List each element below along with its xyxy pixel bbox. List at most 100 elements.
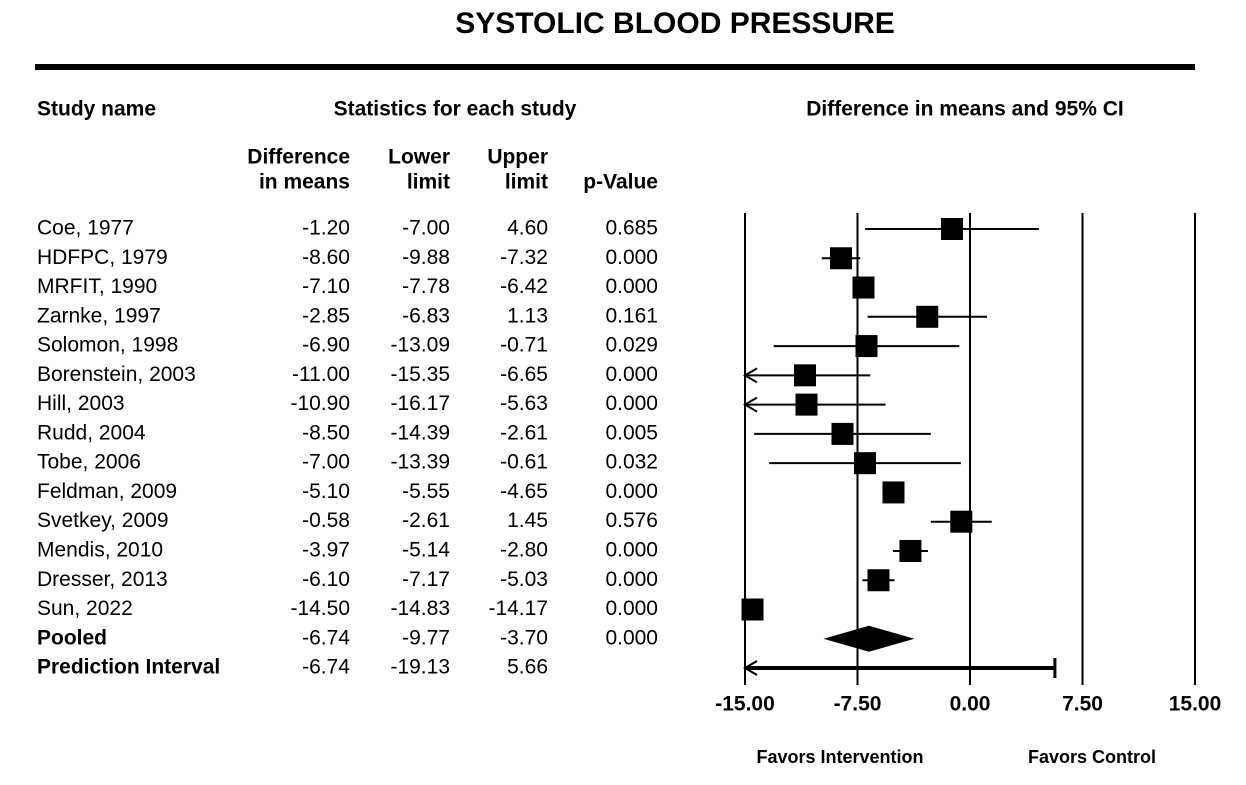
study-name: Svetkey, 2009	[37, 509, 169, 532]
study-name: Sun, 2022	[37, 597, 133, 620]
study-name: Hill, 2003	[37, 392, 125, 415]
study-name: Tobe, 2006	[37, 451, 141, 474]
column-header: in means	[259, 171, 350, 194]
table-cell: 1.45	[507, 509, 548, 532]
table-cell: -3.97	[302, 539, 350, 562]
table-cell: 0.000	[605, 626, 658, 649]
column-header: Lower	[388, 146, 450, 169]
effect-square	[950, 510, 973, 533]
table-cell: -14.50	[290, 597, 350, 620]
table-cell: -6.83	[402, 304, 450, 327]
table-cell: 0.000	[605, 246, 658, 269]
effect-square	[941, 218, 963, 240]
table-cell: -2.85	[302, 304, 350, 327]
table-cell: -7.17	[402, 568, 450, 591]
table-cell: -15.35	[390, 363, 450, 386]
table-cell: 1.13	[507, 304, 548, 327]
study-name: Coe, 1977	[37, 217, 134, 240]
column-header: limit	[505, 171, 548, 194]
effect-square	[854, 452, 876, 475]
effect-square	[830, 247, 852, 270]
table-cell: -1.20	[302, 217, 350, 240]
table-cell: -11.00	[292, 363, 350, 386]
table-cell: -4.65	[500, 480, 548, 503]
table-cell: -7.32	[500, 246, 548, 269]
table-cell: -5.10	[302, 480, 350, 503]
column-header: Difference	[247, 146, 350, 169]
x-tick-label: -15.00	[715, 693, 775, 716]
table-cell: -19.13	[390, 656, 450, 679]
column-header: Upper	[487, 146, 548, 169]
effect-square	[852, 276, 875, 299]
table-cell: 0.000	[605, 480, 658, 503]
header-rule	[35, 64, 1195, 70]
study-name: Borenstein, 2003	[37, 363, 196, 386]
effect-square	[855, 335, 878, 358]
table-cell: 0.005	[605, 421, 658, 444]
table-cell: 4.60	[507, 217, 548, 240]
table-cell: -14.83	[390, 597, 450, 620]
table-cell: -2.61	[500, 421, 548, 444]
column-header: p-Value	[583, 171, 658, 194]
study-name: Rudd, 2004	[37, 421, 146, 444]
table-cell: 0.576	[605, 509, 658, 532]
table-cell: -6.74	[302, 626, 350, 649]
x-axis-label: Favors Intervention	[756, 747, 923, 767]
table-cell: -6.10	[302, 568, 350, 591]
table-cell: -0.71	[500, 334, 548, 357]
x-tick-label: -7.50	[834, 693, 882, 716]
effect-square	[794, 364, 816, 387]
x-tick-label: 15.00	[1169, 693, 1222, 716]
arrow-head	[743, 367, 758, 384]
table-cell: -9.77	[402, 626, 450, 649]
effect-square	[899, 539, 922, 562]
chart-title: SYSTOLIC BLOOD PRESSURE	[455, 7, 895, 40]
table-cell: -0.58	[302, 509, 350, 532]
table-cell: 0.161	[605, 304, 658, 327]
study-name: MRFIT, 1990	[37, 275, 157, 298]
table-cell: -14.39	[390, 421, 450, 444]
table-cell: -2.61	[402, 509, 450, 532]
table-cell: 5.66	[507, 656, 548, 679]
table-cell: -5.14	[402, 539, 450, 562]
table-cell: -5.55	[402, 480, 450, 503]
table-cell: 0.000	[605, 392, 658, 415]
table-cell: 0.000	[605, 539, 658, 562]
x-tick-label: 7.50	[1062, 693, 1103, 716]
table-cell: -10.90	[290, 392, 350, 415]
table-cell: -7.00	[402, 217, 450, 240]
effect-square	[916, 305, 939, 328]
column-header: limit	[407, 171, 450, 194]
effect-square	[741, 598, 764, 621]
table-cell: -8.50	[302, 421, 350, 444]
table-cell: -0.61	[500, 451, 548, 474]
table-cell: 0.000	[605, 363, 658, 386]
table-cell: -7.10	[302, 275, 350, 298]
table-cell: -6.65	[500, 363, 548, 386]
x-tick-label: 0.00	[950, 693, 991, 716]
table-cell: -5.63	[500, 392, 548, 415]
effect-square	[795, 393, 818, 416]
arrow-head	[743, 396, 758, 413]
summary-name: Prediction Interval	[37, 656, 220, 679]
table-cell: -8.60	[302, 246, 350, 269]
study-name: HDFPC, 1979	[37, 246, 168, 269]
arrow-head	[743, 660, 758, 676]
table-cell: -5.03	[500, 568, 548, 591]
table-cell: -6.74	[302, 656, 350, 679]
effect-square	[831, 422, 854, 445]
study-header: Study name	[37, 98, 156, 121]
table-cell: 0.029	[605, 334, 658, 357]
table-cell: -7.78	[402, 275, 450, 298]
study-name: Feldman, 2009	[37, 480, 177, 503]
summary-name: Pooled	[37, 626, 107, 649]
table-cell: -2.80	[500, 539, 548, 562]
x-axis-label: Favors Control	[1028, 747, 1156, 767]
effect-square	[867, 569, 890, 592]
table-cell: 0.000	[605, 568, 658, 591]
study-name: Zarnke, 1997	[37, 304, 161, 327]
stats-header: Statistics for each study	[334, 98, 577, 121]
study-name: Mendis, 2010	[37, 539, 163, 562]
table-cell: -3.70	[500, 626, 548, 649]
plot-header: Difference in means and 95% CI	[806, 98, 1123, 121]
